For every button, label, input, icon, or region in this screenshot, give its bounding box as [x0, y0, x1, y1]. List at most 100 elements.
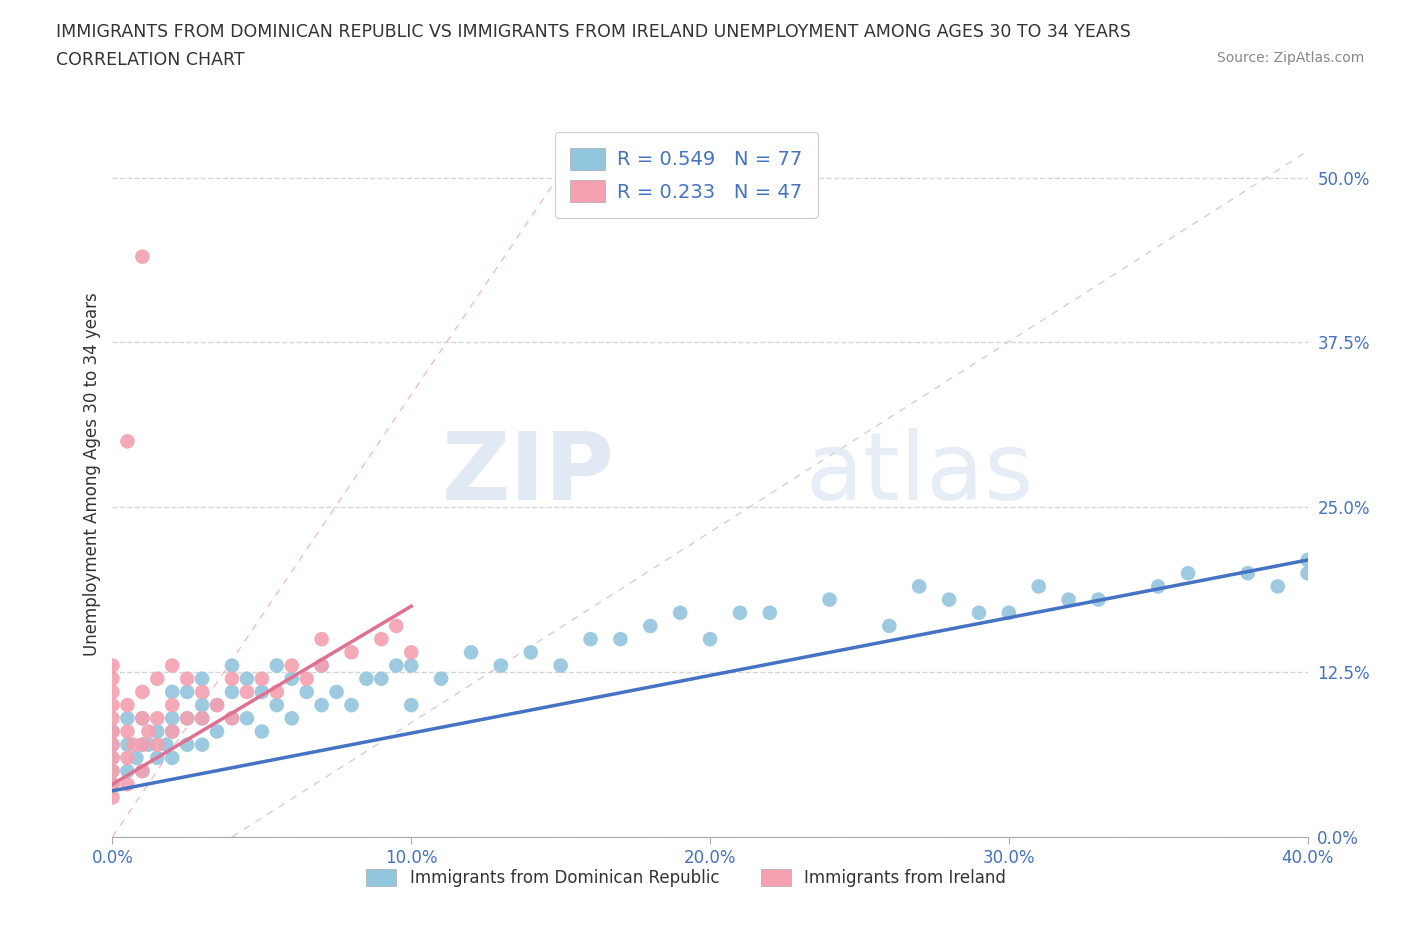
Point: [221, 658, 243, 673]
Point: [401, 644, 423, 659]
Point: [460, 644, 482, 659]
Point: [191, 684, 214, 699]
Point: [295, 684, 318, 699]
Point: [146, 751, 169, 765]
Point: [191, 711, 214, 725]
Point: [138, 724, 160, 739]
Point: [162, 751, 183, 765]
Point: [101, 764, 124, 778]
Point: [117, 698, 139, 712]
Point: [967, 605, 990, 620]
Point: [101, 751, 124, 765]
Point: [205, 724, 228, 739]
Point: [131, 737, 153, 752]
Point: [281, 711, 304, 725]
Point: [162, 711, 183, 725]
Point: [340, 644, 363, 659]
Point: [250, 684, 273, 699]
Legend: Immigrants from Dominican Republic, Immigrants from Ireland: Immigrants from Dominican Republic, Immi…: [360, 862, 1012, 894]
Point: [162, 724, 183, 739]
Point: [818, 592, 841, 607]
Point: [101, 711, 124, 725]
Point: [266, 698, 288, 712]
Point: [146, 737, 169, 752]
Point: [117, 751, 139, 765]
Text: IMMIGRANTS FROM DOMINICAN REPUBLIC VS IMMIGRANTS FROM IRELAND UNEMPLOYMENT AMONG: IMMIGRANTS FROM DOMINICAN REPUBLIC VS IM…: [56, 23, 1130, 41]
Point: [131, 737, 153, 752]
Point: [117, 711, 139, 725]
Point: [385, 618, 408, 633]
Point: [250, 724, 273, 739]
Point: [699, 631, 721, 646]
Point: [356, 671, 378, 686]
Point: [311, 658, 333, 673]
Point: [1296, 565, 1319, 580]
Point: [146, 711, 169, 725]
Point: [281, 671, 304, 686]
Point: [221, 711, 243, 725]
Point: [117, 777, 139, 791]
Point: [176, 711, 198, 725]
Point: [191, 711, 214, 725]
Point: [125, 751, 148, 765]
Text: atlas: atlas: [806, 429, 1033, 520]
Point: [176, 684, 198, 699]
Point: [385, 658, 408, 673]
Point: [191, 671, 214, 686]
Point: [1267, 579, 1289, 594]
Point: [117, 724, 139, 739]
Point: [101, 698, 124, 712]
Point: [162, 724, 183, 739]
Point: [236, 684, 259, 699]
Point: [131, 764, 153, 778]
Point: [101, 764, 124, 778]
Point: [1147, 579, 1170, 594]
Point: [401, 658, 423, 673]
Point: [281, 658, 304, 673]
Point: [176, 671, 198, 686]
Point: [266, 684, 288, 699]
Point: [131, 249, 153, 264]
Point: [122, 737, 145, 752]
Point: [236, 671, 259, 686]
Point: [101, 684, 124, 699]
Text: ZIP: ZIP: [441, 429, 614, 520]
Y-axis label: Unemployment Among Ages 30 to 34 years: Unemployment Among Ages 30 to 34 years: [83, 292, 101, 657]
Point: [101, 658, 124, 673]
Point: [176, 737, 198, 752]
Point: [401, 698, 423, 712]
Point: [520, 644, 543, 659]
Point: [1237, 565, 1260, 580]
Point: [489, 658, 512, 673]
Point: [101, 671, 124, 686]
Point: [311, 658, 333, 673]
Point: [311, 631, 333, 646]
Text: CORRELATION CHART: CORRELATION CHART: [56, 51, 245, 69]
Point: [640, 618, 662, 633]
Point: [101, 724, 124, 739]
Point: [579, 631, 602, 646]
Point: [191, 737, 214, 752]
Point: [101, 777, 124, 791]
Point: [155, 737, 177, 752]
Point: [340, 698, 363, 712]
Point: [162, 658, 183, 673]
Point: [131, 764, 153, 778]
Point: [117, 764, 139, 778]
Point: [609, 631, 631, 646]
Point: [221, 671, 243, 686]
Point: [162, 698, 183, 712]
Point: [325, 684, 347, 699]
Point: [370, 671, 392, 686]
Point: [250, 671, 273, 686]
Point: [1028, 579, 1050, 594]
Point: [1057, 592, 1080, 607]
Point: [221, 684, 243, 699]
Point: [1296, 552, 1319, 567]
Point: [131, 684, 153, 699]
Point: [191, 698, 214, 712]
Point: [998, 605, 1021, 620]
Point: [236, 711, 259, 725]
Point: [117, 737, 139, 752]
Point: [311, 698, 333, 712]
